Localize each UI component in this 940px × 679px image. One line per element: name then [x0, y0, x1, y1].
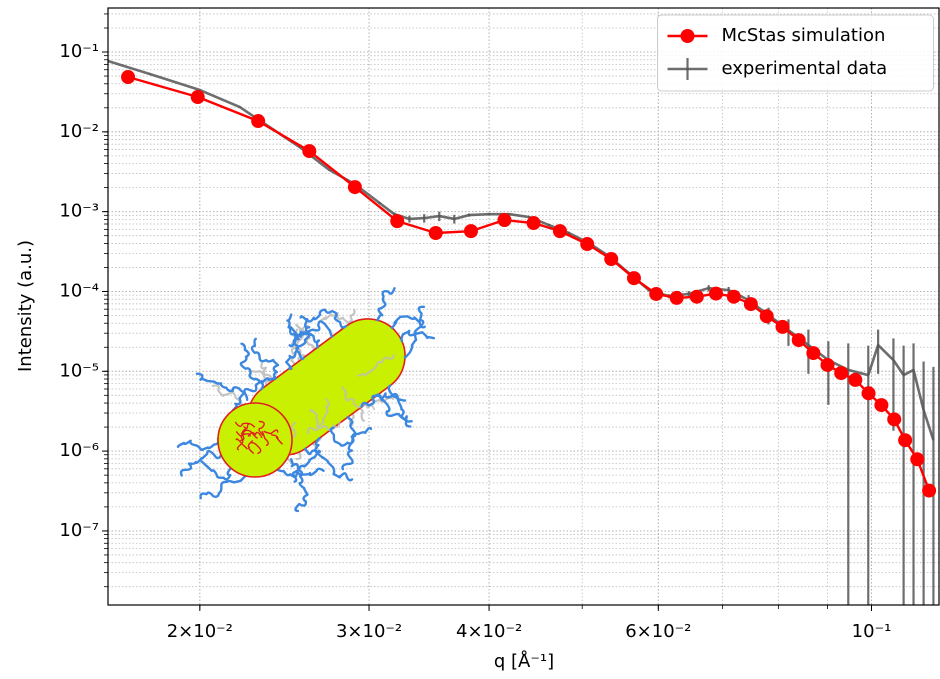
polymer-chain: [250, 337, 280, 380]
x-tick-label: 4×10⁻²: [456, 621, 522, 642]
y-tick-label: 10⁻¹: [59, 41, 99, 62]
polymer-chain: [234, 421, 251, 427]
micelle-face: [217, 402, 293, 478]
polymer-chain: [329, 426, 373, 447]
data-point: [820, 357, 835, 372]
polymer-chain: [403, 305, 426, 359]
y-tick-label: 10⁻⁷: [59, 520, 99, 541]
polymer-chain: [295, 315, 311, 361]
data-point: [848, 372, 863, 387]
polymer-chain: [286, 313, 321, 349]
polymer-chain: [390, 315, 426, 330]
grid: [108, 8, 940, 605]
data-point: [649, 286, 664, 301]
y-tick-label: 10⁻⁵: [59, 360, 99, 381]
polymer-chain: [291, 437, 321, 483]
plot-area: [108, 8, 940, 605]
data-point: [190, 90, 205, 105]
polymer-chain: [179, 449, 223, 477]
data-point: [463, 224, 478, 239]
data-point: [806, 346, 821, 361]
data-point: [121, 70, 136, 85]
data-point: [743, 297, 758, 312]
y-tick-label: 10⁻⁴: [59, 280, 99, 301]
legend-marker: [680, 29, 695, 43]
x-tick-label: 10⁻¹: [852, 621, 892, 642]
polymer-chain: [288, 320, 333, 348]
polymer-chain: [387, 384, 412, 428]
x-tick-label: 6×10⁻²: [625, 621, 691, 642]
data-point: [251, 114, 266, 129]
data-point: [580, 237, 595, 252]
legend-box: [657, 14, 934, 92]
data-point: [626, 271, 641, 286]
data-point: [709, 286, 724, 301]
polymer-chain: [247, 431, 263, 438]
polymer-chain: [309, 409, 341, 432]
x-tick-label: 2×10⁻²: [167, 621, 233, 642]
data-point: [874, 398, 889, 413]
data-point: [552, 224, 567, 239]
data-point: [390, 214, 405, 229]
x-axis-label: q [Å⁻¹]: [494, 650, 554, 672]
polymer-chain: [271, 434, 283, 445]
y-tick-label: 10⁻²: [59, 121, 99, 142]
polymer-chain: [199, 474, 247, 500]
polymer-chain: [305, 308, 348, 329]
data-point: [669, 290, 684, 305]
polymer-chain: [231, 375, 277, 412]
data-point: [791, 333, 806, 348]
data-point: [759, 309, 774, 324]
legend: McStas simulation experimental data: [657, 14, 934, 92]
data-point: [689, 289, 704, 304]
data-layer: [108, 59, 937, 605]
data-point: [497, 213, 512, 228]
y-axis-label: Intensity (a.u.): [15, 240, 36, 372]
data-point: [910, 452, 925, 467]
polymer-chain: [341, 386, 376, 411]
polymer-chain: [244, 429, 258, 439]
polymer-chain: [263, 429, 279, 435]
data-point: [428, 226, 443, 241]
data-point: [302, 144, 317, 159]
data-point: [861, 386, 876, 401]
polymer-chain: [376, 287, 396, 322]
polymer-chain: [357, 354, 395, 377]
data-point: [775, 319, 790, 334]
polymer-chain: [251, 442, 262, 454]
polymer-chain: [307, 398, 331, 435]
legend-label: McStas simulation: [722, 25, 886, 46]
polymer-chain: [176, 437, 220, 452]
data-point: [726, 289, 741, 304]
y-tick-label: 10⁻³: [59, 201, 99, 222]
polymer-chain: [236, 435, 244, 451]
data-point: [834, 366, 849, 381]
data-point: [922, 483, 937, 498]
polymer-chain: [195, 372, 249, 401]
polymer-chain: [261, 431, 269, 446]
x-tick-label: 3×10⁻²: [336, 621, 402, 642]
polymer-chain: [290, 458, 309, 513]
data-point: [898, 433, 913, 448]
polymer-chain: [304, 447, 354, 482]
axes: Intensity (a.u.) q [Å⁻¹] 2×10⁻² 3×10⁻² 4×1…: [15, 7, 940, 672]
data-point: [526, 216, 541, 231]
polymer-chain: [341, 416, 357, 471]
plot-frame: [107, 7, 940, 606]
legend-label: experimental data: [722, 58, 888, 79]
illustration: [176, 287, 436, 513]
data-point: [604, 252, 619, 267]
polymer-chain: [374, 393, 413, 423]
polymer-chain: [247, 440, 254, 454]
y-tick-label: 10⁻⁶: [59, 440, 99, 461]
polymer-chain: [239, 342, 265, 391]
polymer-chain: [200, 460, 233, 481]
polymer-chain: [258, 420, 265, 436]
data-point: [887, 412, 902, 427]
data-point: [347, 180, 362, 195]
